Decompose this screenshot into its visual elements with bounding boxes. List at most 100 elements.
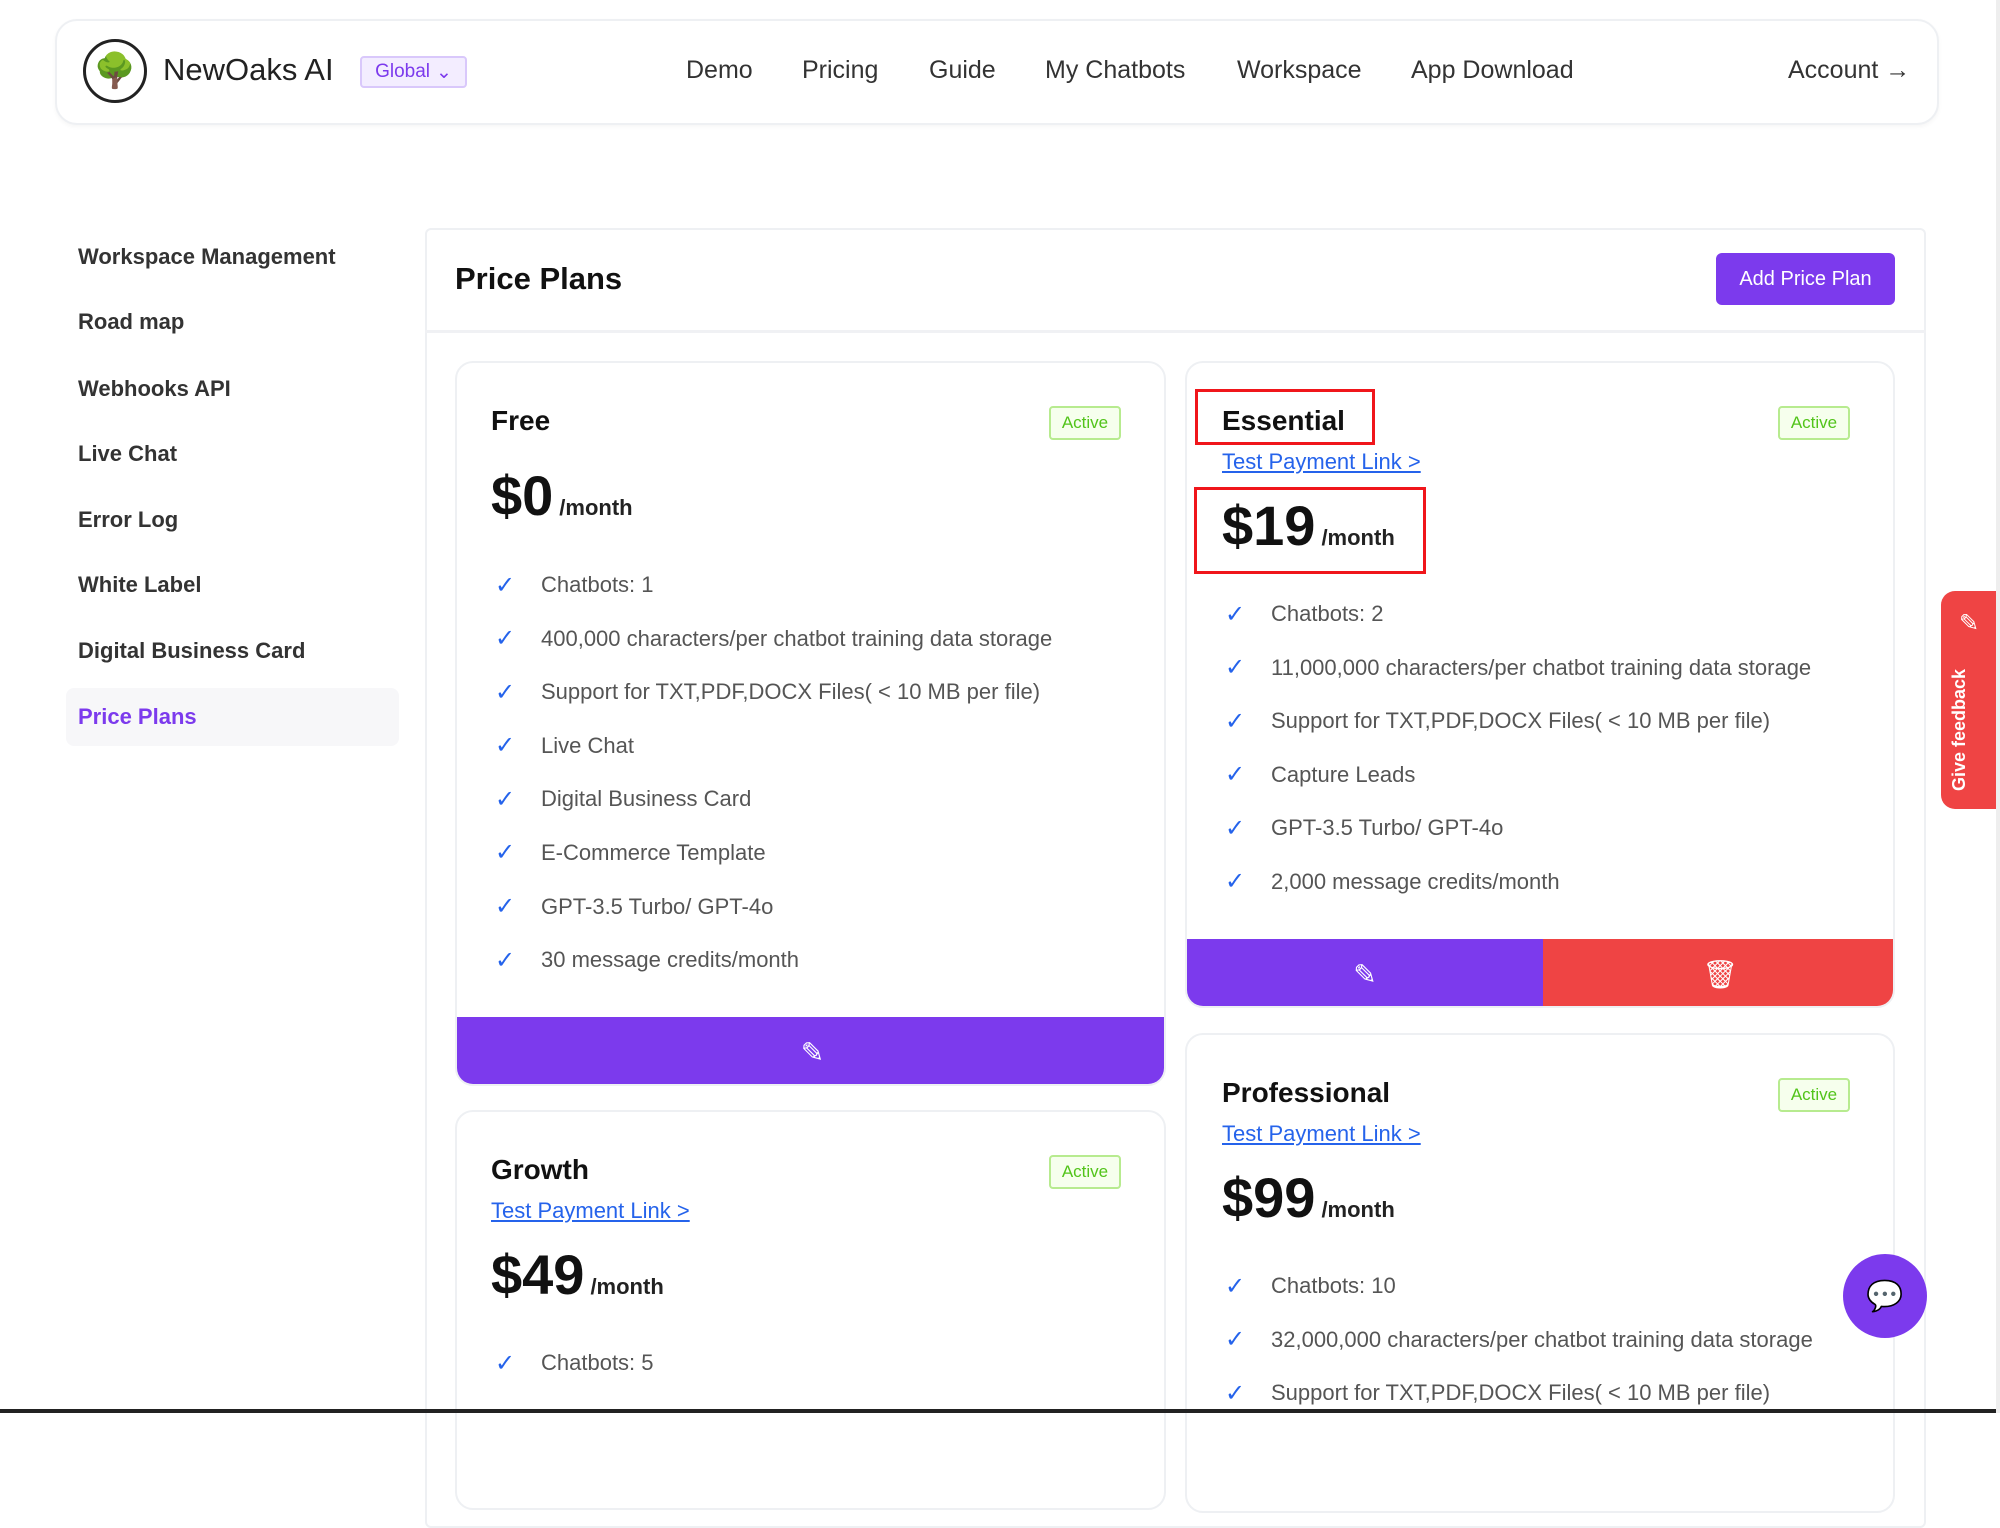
price-period: /month bbox=[1321, 525, 1395, 550]
highlight-box-price bbox=[1194, 487, 1426, 574]
feature-item: ✓ 2,000 message credits/month bbox=[1225, 868, 1560, 896]
plan-price: $0/month bbox=[491, 463, 633, 528]
account-label: Account bbox=[1788, 56, 1879, 84]
chevron-down-icon: ⌄ bbox=[436, 61, 452, 83]
plan-card-essential: Essential Active Test Payment Link > $19… bbox=[1185, 361, 1895, 1008]
feature-item: ✓ Chatbots: 2 bbox=[1225, 600, 1384, 628]
bottom-edge bbox=[0, 1409, 2000, 1413]
check-icon: ✓ bbox=[1225, 707, 1246, 735]
status-badge: Active bbox=[1778, 406, 1850, 440]
nav-demo[interactable]: Demo bbox=[686, 56, 753, 84]
region-label: Global bbox=[375, 61, 430, 82]
sidebar-item-price-plans[interactable]: Price Plans bbox=[78, 704, 197, 729]
region-selector[interactable]: Global ⌄ bbox=[360, 56, 467, 88]
check-icon: ✓ bbox=[1225, 761, 1246, 789]
check-icon: ✓ bbox=[495, 785, 516, 813]
trash-icon: 🗑 bbox=[1702, 959, 1738, 990]
plan-name: Free bbox=[491, 405, 551, 436]
top-navbar bbox=[55, 19, 1939, 125]
plan-card-professional: Professional Active Test Payment Link > … bbox=[1185, 1033, 1895, 1513]
logo-tree-icon[interactable]: 🌳 bbox=[83, 39, 147, 103]
sidebar-item-workspace-management[interactable]: Workspace Management bbox=[78, 244, 336, 269]
status-badge: Active bbox=[1778, 1078, 1850, 1112]
give-feedback-tab[interactable]: ✎ Give feedback bbox=[1941, 591, 2000, 809]
feature-item: ✓ E-Commerce Template bbox=[495, 839, 766, 867]
sidebar-item-live-chat[interactable]: Live Chat bbox=[78, 441, 178, 466]
check-icon: ✓ bbox=[495, 678, 516, 706]
feature-item: ✓ Digital Business Card bbox=[495, 785, 752, 813]
sidebar-item-white-label[interactable]: White Label bbox=[78, 572, 202, 597]
feature-item: ✓ Chatbots: 5 bbox=[495, 1349, 654, 1377]
check-icon: ✓ bbox=[1225, 600, 1246, 628]
feature-list: ✓ Chatbots: 10 ✓ 32,000,000 characters/per… bbox=[1225, 1271, 1813, 1408]
plan-name: Essential bbox=[1222, 405, 1345, 436]
price-amount: $49 bbox=[491, 1243, 585, 1306]
feedback-label: Give feedback bbox=[1949, 668, 1969, 791]
nav-my-chatbots[interactable]: My Chatbots bbox=[1045, 56, 1186, 84]
add-price-plan-button[interactable]: Add Price Plan bbox=[1716, 253, 1895, 305]
sidebar-item-digital-business-card[interactable]: Digital Business Card bbox=[78, 638, 306, 663]
chat-bubble-button[interactable]: 💬 bbox=[1843, 1254, 1927, 1338]
price-amount: $99 bbox=[1222, 1166, 1316, 1229]
test-payment-link[interactable]: Test Payment Link > bbox=[491, 1198, 690, 1223]
check-icon: ✓ bbox=[495, 732, 516, 760]
check-icon: ✓ bbox=[1225, 868, 1246, 896]
test-payment-link[interactable]: Test Payment Link > bbox=[1222, 449, 1421, 474]
plan-price: $19/month bbox=[1222, 493, 1395, 558]
nav-guide[interactable]: Guide bbox=[929, 56, 996, 84]
test-payment-link[interactable]: Test Payment Link > bbox=[1222, 1121, 1421, 1146]
feature-item: ✓ 30 message credits/month bbox=[495, 946, 800, 974]
price-amount: $19 bbox=[1222, 494, 1316, 557]
panel-divider bbox=[425, 330, 1926, 333]
feature-item: ✓ 32,000,000 characters/per chatbot train… bbox=[1225, 1326, 1813, 1354]
sidebar-item-road-map[interactable]: Road map bbox=[78, 309, 185, 334]
nav-app-download[interactable]: App Download bbox=[1411, 56, 1574, 84]
account-link[interactable]: Account → bbox=[1788, 56, 1910, 85]
page-title: Price Plans bbox=[455, 261, 623, 296]
pencil-icon: ✎ bbox=[1353, 959, 1377, 990]
feature-item: ✓ Chatbots: 10 bbox=[1225, 1272, 1396, 1300]
check-icon: ✓ bbox=[495, 946, 516, 974]
plan-card-free: Free Active $0/month ✓ Chatbots: 1 ✓ 400,0… bbox=[455, 361, 1166, 1086]
feature-item: ✓ Support for TXT,PDF,DOCX Files( < 10 MB… bbox=[1225, 707, 1771, 735]
feature-item: ✓ GPT-3.5 Turbo/ GPT-4o bbox=[495, 893, 774, 921]
pencil-icon: ✎ bbox=[1959, 610, 1980, 637]
check-icon: ✓ bbox=[1225, 814, 1246, 842]
highlight-box-plan-name bbox=[1195, 389, 1375, 445]
feature-item: ✓ Support for TXT,PDF,DOCX Files( < 10 MB… bbox=[1225, 1379, 1771, 1407]
plan-card-growth: Growth Active Test Payment Link > $49/mo… bbox=[455, 1110, 1166, 1510]
delete-plan-button[interactable]: 🗑 bbox=[1543, 939, 1893, 1006]
status-badge: Active bbox=[1049, 406, 1121, 440]
chat-icon: 💬 bbox=[1866, 1279, 1904, 1313]
status-badge: Active bbox=[1049, 1155, 1121, 1189]
sidebar-active-highlight bbox=[66, 688, 399, 746]
plan-name: Growth bbox=[491, 1154, 589, 1185]
feature-item: ✓ Chatbots: 1 bbox=[495, 571, 654, 599]
feature-item: ✓ 400,000 characters/per chatbot training… bbox=[495, 625, 1053, 653]
nav-pricing[interactable]: Pricing bbox=[802, 56, 879, 84]
price-period: /month bbox=[590, 1274, 664, 1299]
plan-price: $99/month bbox=[1222, 1165, 1395, 1230]
check-icon: ✓ bbox=[495, 1349, 516, 1377]
brand-name[interactable]: NewOaks AI bbox=[163, 52, 334, 87]
check-icon: ✓ bbox=[495, 893, 516, 921]
plan-price: $49/month bbox=[491, 1242, 664, 1307]
check-icon: ✓ bbox=[1225, 654, 1246, 682]
sidebar-item-error-log[interactable]: Error Log bbox=[78, 507, 179, 532]
check-icon: ✓ bbox=[1225, 1326, 1246, 1354]
feature-list: ✓ Chatbots: 5 bbox=[495, 1348, 654, 1378]
feature-list: ✓ Chatbots: 1 ✓ 400,000 characters/per cha… bbox=[495, 570, 1052, 975]
sidebar-item-webhooks-api[interactable]: Webhooks API bbox=[78, 376, 231, 401]
right-edge bbox=[1996, 0, 2000, 1413]
nav-workspace[interactable]: Workspace bbox=[1237, 56, 1362, 84]
check-icon: ✓ bbox=[495, 571, 516, 599]
price-amount: $0 bbox=[491, 464, 554, 527]
edit-plan-button[interactable]: ✎ bbox=[457, 1017, 1164, 1084]
check-icon: ✓ bbox=[1225, 1272, 1246, 1300]
plan-name: Professional bbox=[1222, 1077, 1391, 1108]
price-period: /month bbox=[1321, 1197, 1395, 1222]
edit-plan-button[interactable]: ✎ bbox=[1187, 939, 1543, 1006]
check-icon: ✓ bbox=[495, 839, 516, 867]
feature-list: ✓ Chatbots: 2 ✓ 11,000,000 characters/per … bbox=[1225, 599, 1811, 897]
price-period: /month bbox=[559, 495, 633, 520]
